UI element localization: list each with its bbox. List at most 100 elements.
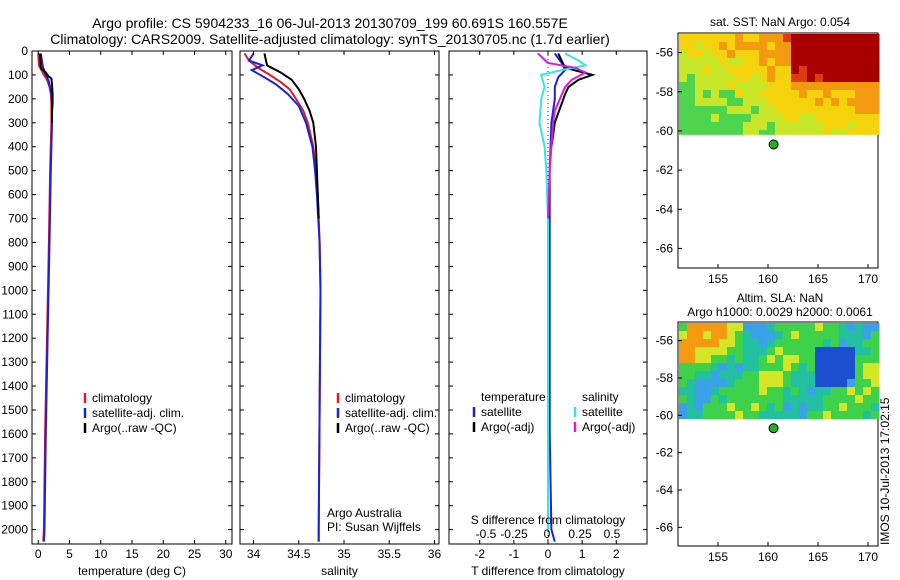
map-cell bbox=[687, 355, 696, 364]
y-tick-label: 1700 bbox=[1, 451, 28, 465]
x-tick-label: 165 bbox=[808, 550, 828, 564]
map-cell bbox=[863, 114, 872, 123]
map-cell bbox=[863, 98, 872, 107]
map-cell bbox=[831, 403, 840, 412]
map-cell bbox=[839, 42, 848, 51]
map-cell bbox=[719, 371, 728, 380]
x-tick-label: 170 bbox=[858, 550, 878, 564]
map-cell bbox=[703, 355, 712, 364]
map-cell bbox=[791, 42, 800, 51]
map-cell bbox=[855, 411, 864, 420]
map-cell bbox=[703, 90, 712, 99]
map-cell bbox=[767, 114, 776, 123]
map-cell bbox=[807, 395, 816, 404]
map-cell bbox=[799, 379, 808, 388]
map-cell bbox=[767, 347, 776, 356]
map-cell bbox=[791, 74, 800, 83]
map-cell bbox=[679, 90, 688, 99]
map-cell bbox=[695, 387, 704, 396]
map-cell bbox=[847, 331, 856, 340]
map-cell bbox=[839, 122, 848, 131]
map-cell bbox=[799, 363, 808, 372]
map-cell bbox=[775, 98, 784, 107]
map-cell bbox=[767, 34, 776, 43]
map-cell bbox=[815, 363, 824, 372]
map-cell bbox=[823, 411, 832, 420]
map-cell bbox=[855, 323, 864, 332]
map-cell bbox=[839, 82, 848, 91]
map-cell bbox=[759, 74, 768, 83]
y-tick-label: 1300 bbox=[1, 355, 28, 369]
map-cell bbox=[839, 403, 848, 412]
map-cell bbox=[847, 50, 856, 59]
map-cell bbox=[823, 130, 832, 135]
map-cell bbox=[743, 34, 752, 43]
map-cell bbox=[751, 114, 760, 123]
map-cell bbox=[703, 42, 712, 51]
map-cell bbox=[775, 363, 784, 372]
map-cell bbox=[847, 106, 856, 115]
map-cell bbox=[799, 34, 808, 43]
y-tick-label: 1900 bbox=[1, 499, 28, 513]
map-cell bbox=[855, 122, 864, 131]
map-cell bbox=[855, 347, 864, 356]
map-cell bbox=[767, 122, 776, 131]
map-cell bbox=[751, 42, 760, 51]
map-cell bbox=[855, 34, 864, 43]
map-cell bbox=[751, 387, 760, 396]
map-cell bbox=[695, 347, 704, 356]
map-cell bbox=[791, 130, 800, 135]
map-cell bbox=[687, 347, 696, 356]
map-cell bbox=[711, 371, 720, 380]
map-cell bbox=[727, 114, 736, 123]
map-cell bbox=[695, 106, 704, 115]
map-cell bbox=[863, 34, 872, 43]
map-cell bbox=[863, 58, 872, 67]
map-cell bbox=[679, 50, 688, 59]
map-cell bbox=[847, 387, 856, 396]
map-cell bbox=[695, 403, 704, 412]
map-cell bbox=[735, 323, 744, 332]
map-cell bbox=[847, 363, 856, 372]
map-cell bbox=[751, 363, 760, 372]
legend-label: Argo(-adj) bbox=[481, 420, 534, 434]
x-tick-label-salinity: 0.25 bbox=[568, 527, 592, 541]
map-cell bbox=[751, 74, 760, 83]
map-cell bbox=[679, 395, 688, 404]
map-cell bbox=[807, 130, 816, 135]
map-cell bbox=[695, 331, 704, 340]
map-cell bbox=[855, 82, 864, 91]
map-cell bbox=[791, 395, 800, 404]
map-cell bbox=[807, 355, 816, 364]
map-cell bbox=[823, 58, 832, 67]
map-cell bbox=[735, 355, 744, 364]
map-cell bbox=[767, 106, 776, 115]
map-cell bbox=[751, 98, 760, 107]
map-cell bbox=[799, 58, 808, 67]
map-cell bbox=[815, 82, 824, 91]
map-cell bbox=[791, 106, 800, 115]
map-cell bbox=[863, 66, 872, 75]
map-cell bbox=[863, 339, 872, 348]
map-cell bbox=[783, 122, 792, 131]
map-cell bbox=[743, 130, 752, 135]
map-cell bbox=[823, 114, 832, 123]
map-cell bbox=[807, 323, 816, 332]
map-cell bbox=[799, 90, 808, 99]
map-cell bbox=[711, 130, 720, 135]
map-cell bbox=[687, 122, 696, 131]
map-cell bbox=[783, 50, 792, 59]
map-cell bbox=[767, 130, 776, 135]
map-cell bbox=[871, 403, 880, 412]
map-cell bbox=[759, 50, 768, 59]
map-cell bbox=[783, 74, 792, 83]
map-cell bbox=[791, 50, 800, 59]
map-cell bbox=[767, 58, 776, 67]
map-cell bbox=[727, 363, 736, 372]
map-cell bbox=[847, 379, 856, 388]
map-cell bbox=[727, 387, 736, 396]
map-cell bbox=[823, 347, 832, 356]
map-cell bbox=[751, 58, 760, 67]
map-cell bbox=[815, 98, 824, 107]
y-tick-label: 2000 bbox=[1, 523, 28, 537]
